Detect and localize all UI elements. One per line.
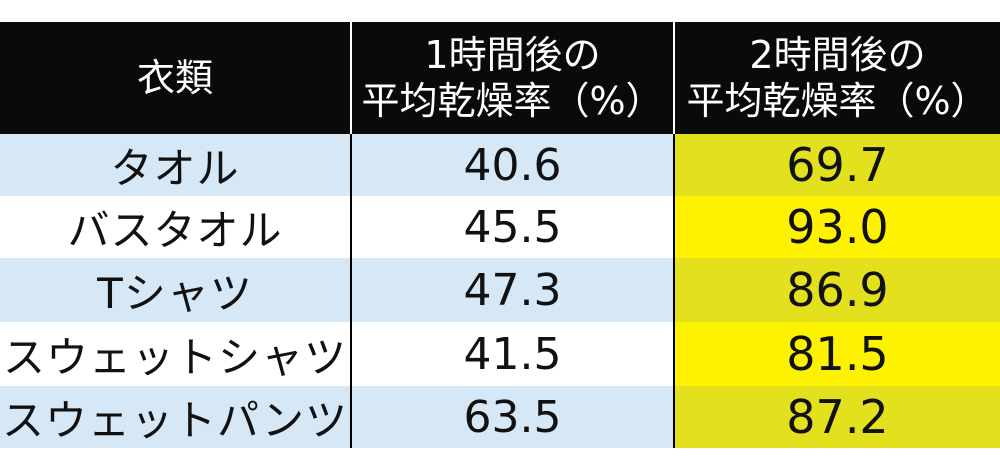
row-5-item: スウェットパンツ <box>0 386 350 448</box>
row-2-hour2: 93.0 <box>673 196 1000 258</box>
row-4-hour2: 81.5 <box>673 322 1000 386</box>
row-5-hour1: 63.5 <box>350 386 673 448</box>
row-3-hour2: 86.9 <box>673 258 1000 322</box>
header-2hour-line2: 平均乾燥率（%） <box>686 79 989 123</box>
row-2-hour1: 45.5 <box>350 196 673 258</box>
row-2-item: バスタオル <box>0 196 350 258</box>
drying-rate-table: 衣類 1時間後の 平均乾燥率（%） 2時間後の 平均乾燥率（%） タオル 40.… <box>0 22 1000 448</box>
row-1-item: タオル <box>0 134 350 196</box>
row-1-hour1: 40.6 <box>350 134 673 196</box>
header-1hour-line1: 1時間後の <box>424 33 601 77</box>
header-clothing: 衣類 <box>0 22 350 134</box>
header-1hour: 1時間後の 平均乾燥率（%） <box>350 22 673 134</box>
header-clothing-label: 衣類 <box>136 56 213 100</box>
row-3-item: Tシャツ <box>0 258 350 322</box>
header-2hour: 2時間後の 平均乾燥率（%） <box>673 22 1000 134</box>
header-1hour-line2: 平均乾燥率（%） <box>361 79 664 123</box>
row-3-hour1: 47.3 <box>350 258 673 322</box>
row-4-hour1: 41.5 <box>350 322 673 386</box>
header-2hour-line1: 2時間後の <box>749 33 926 77</box>
row-4-item: スウェットシャツ <box>0 322 350 386</box>
row-5-hour2: 87.2 <box>673 386 1000 448</box>
row-1-hour2: 69.7 <box>673 134 1000 196</box>
